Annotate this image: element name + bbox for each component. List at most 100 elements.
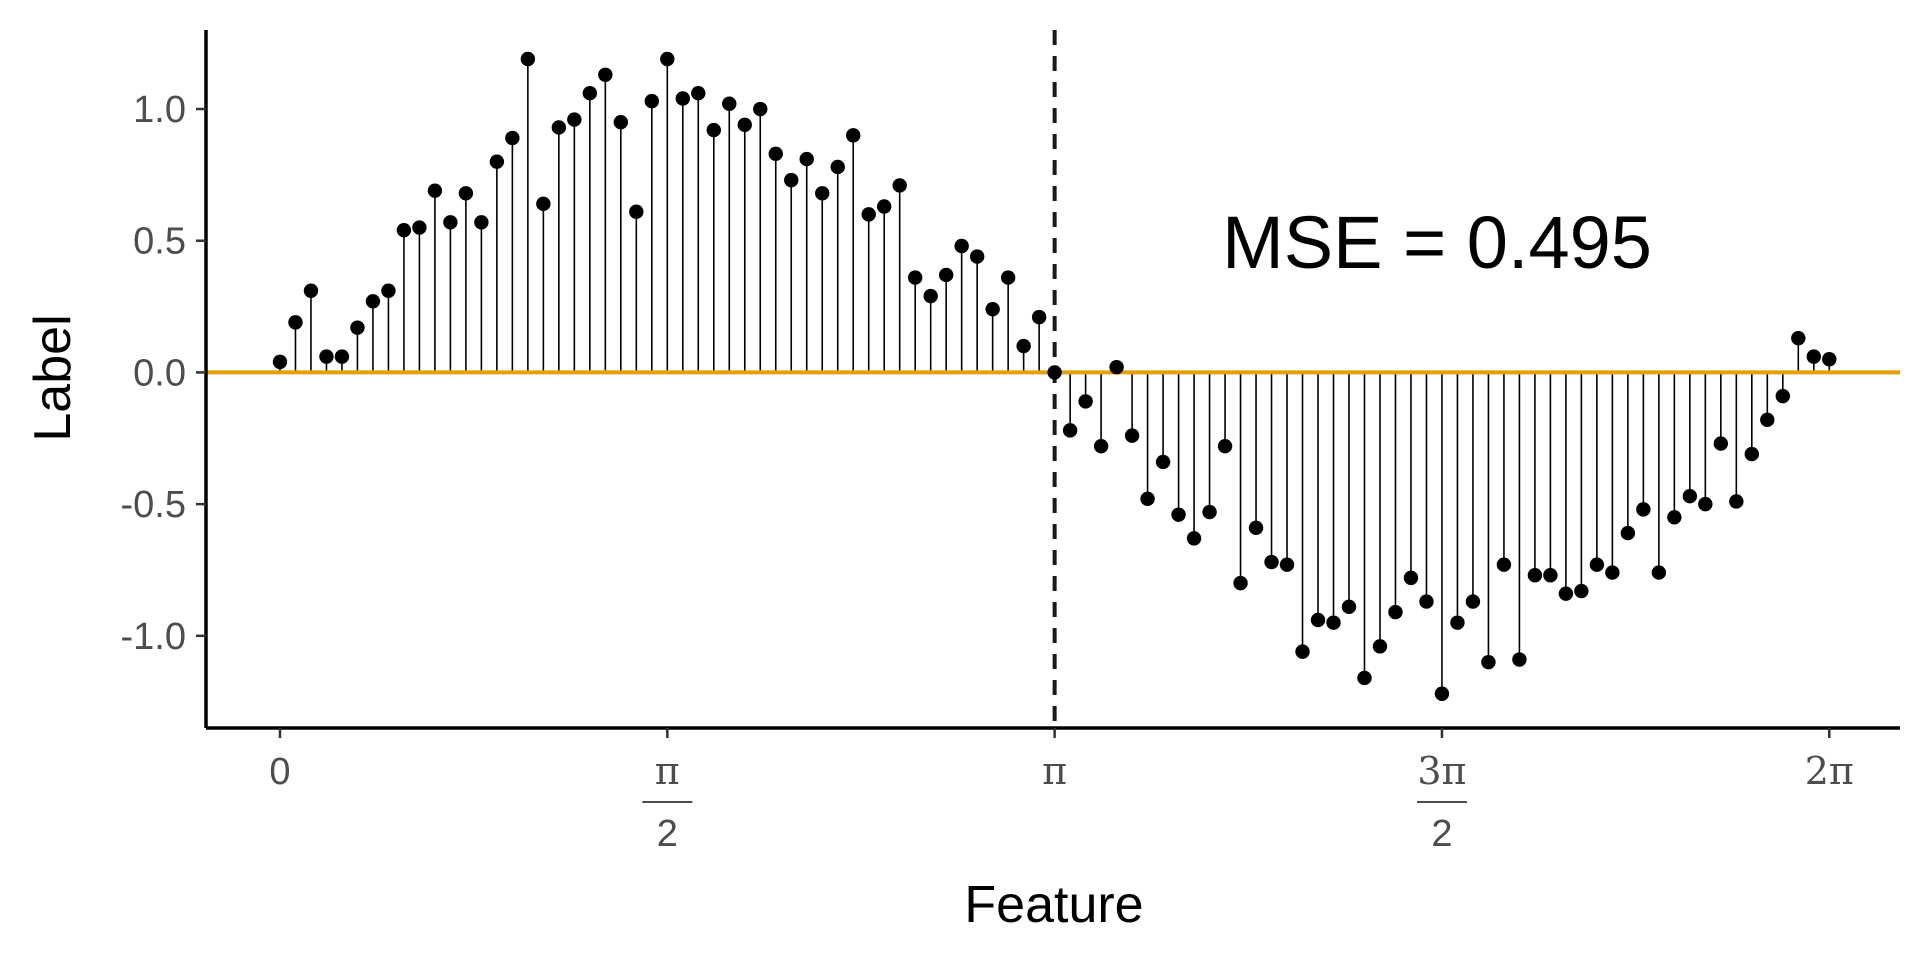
data-point	[1822, 352, 1837, 367]
data-point	[1667, 510, 1682, 525]
data-point	[1589, 557, 1605, 572]
y-tick-label: -1.0	[121, 616, 186, 658]
y-tick-label: 0.0	[133, 352, 186, 394]
data-point	[938, 267, 954, 283]
data-point	[784, 172, 799, 188]
data-point	[334, 349, 350, 364]
data-point	[1791, 330, 1806, 346]
data-point	[768, 146, 783, 161]
data-point	[613, 114, 629, 130]
data-point	[1372, 639, 1388, 654]
data-point	[319, 349, 334, 364]
x-tick-denominator: 2	[1431, 813, 1452, 855]
data-point	[396, 222, 412, 238]
data-point	[1419, 594, 1434, 609]
data-point	[272, 354, 288, 370]
y-tick-label: -0.5	[121, 484, 186, 526]
stems-layer	[279, 58, 1831, 694]
data-point	[1016, 338, 1031, 354]
data-point	[582, 86, 598, 101]
data-point	[1155, 454, 1171, 470]
data-point	[1124, 428, 1140, 443]
data-point	[1543, 568, 1558, 583]
data-point	[923, 288, 938, 304]
data-point	[1093, 438, 1109, 454]
data-point	[1760, 412, 1775, 428]
data-point	[753, 101, 768, 117]
data-point	[1465, 594, 1481, 609]
data-point	[1434, 686, 1450, 701]
data-point	[985, 302, 1000, 317]
x-tick-numerator: 3π	[1417, 749, 1466, 793]
data-point	[1233, 575, 1248, 591]
data-point	[954, 238, 969, 254]
data-point	[799, 151, 814, 167]
data-point	[629, 204, 644, 219]
data-point	[1403, 570, 1419, 586]
data-point	[1031, 309, 1047, 325]
data-point	[443, 215, 458, 230]
data-point	[892, 178, 907, 193]
data-point	[737, 117, 752, 133]
data-point	[1310, 612, 1326, 628]
data-point	[1682, 489, 1698, 504]
data-point	[598, 67, 613, 82]
data-point	[1295, 644, 1310, 659]
data-point	[1605, 565, 1620, 580]
data-point	[381, 283, 396, 298]
y-tick-label: 1.0	[133, 89, 186, 131]
data-point	[1326, 615, 1341, 630]
data-point	[1574, 583, 1589, 599]
data-point	[536, 196, 551, 212]
data-point	[644, 93, 660, 109]
data-point	[1202, 504, 1217, 520]
mse-annotation: MSE = 0.495	[1222, 201, 1652, 284]
data-point	[1062, 423, 1078, 438]
data-point	[877, 199, 892, 214]
y-axis-title: Label	[24, 314, 82, 441]
data-point	[1481, 654, 1496, 670]
x-tick-label: π	[1042, 749, 1067, 793]
data-point	[907, 270, 923, 285]
x-tick-numerator: π	[655, 749, 680, 793]
data-point	[1806, 349, 1821, 364]
data-point	[1047, 365, 1062, 380]
data-point	[427, 183, 443, 198]
data-point	[505, 130, 520, 146]
y-ticks: 1.0 0.5 0.0 -0.5 -1.0	[121, 89, 206, 658]
data-point	[458, 186, 474, 201]
data-point	[551, 120, 567, 135]
data-point	[1217, 438, 1233, 454]
data-point	[1109, 359, 1124, 375]
data-point	[1078, 394, 1093, 409]
data-point	[1171, 507, 1186, 522]
data-point	[861, 207, 876, 222]
data-point	[1713, 436, 1729, 451]
data-point	[1775, 388, 1790, 404]
y-tick-label: 0.5	[133, 221, 186, 263]
data-point	[1357, 670, 1372, 686]
data-point	[474, 215, 489, 230]
data-point	[1279, 557, 1295, 572]
data-point	[520, 51, 536, 67]
x-axis-title: Feature	[964, 876, 1143, 934]
data-point	[722, 96, 737, 111]
data-point	[706, 122, 721, 138]
data-point	[288, 315, 303, 330]
data-point	[1248, 520, 1264, 536]
data-point	[830, 159, 845, 175]
points-layer	[272, 51, 1837, 701]
data-point	[489, 154, 505, 169]
data-point	[691, 86, 706, 101]
data-point	[1651, 565, 1667, 580]
data-point	[815, 186, 830, 201]
data-point	[1558, 586, 1574, 601]
data-point	[1341, 599, 1357, 615]
data-point	[1496, 557, 1512, 572]
data-point	[365, 294, 381, 309]
data-point	[969, 249, 985, 264]
data-point	[567, 112, 582, 127]
x-tick-label: 0	[269, 751, 290, 793]
